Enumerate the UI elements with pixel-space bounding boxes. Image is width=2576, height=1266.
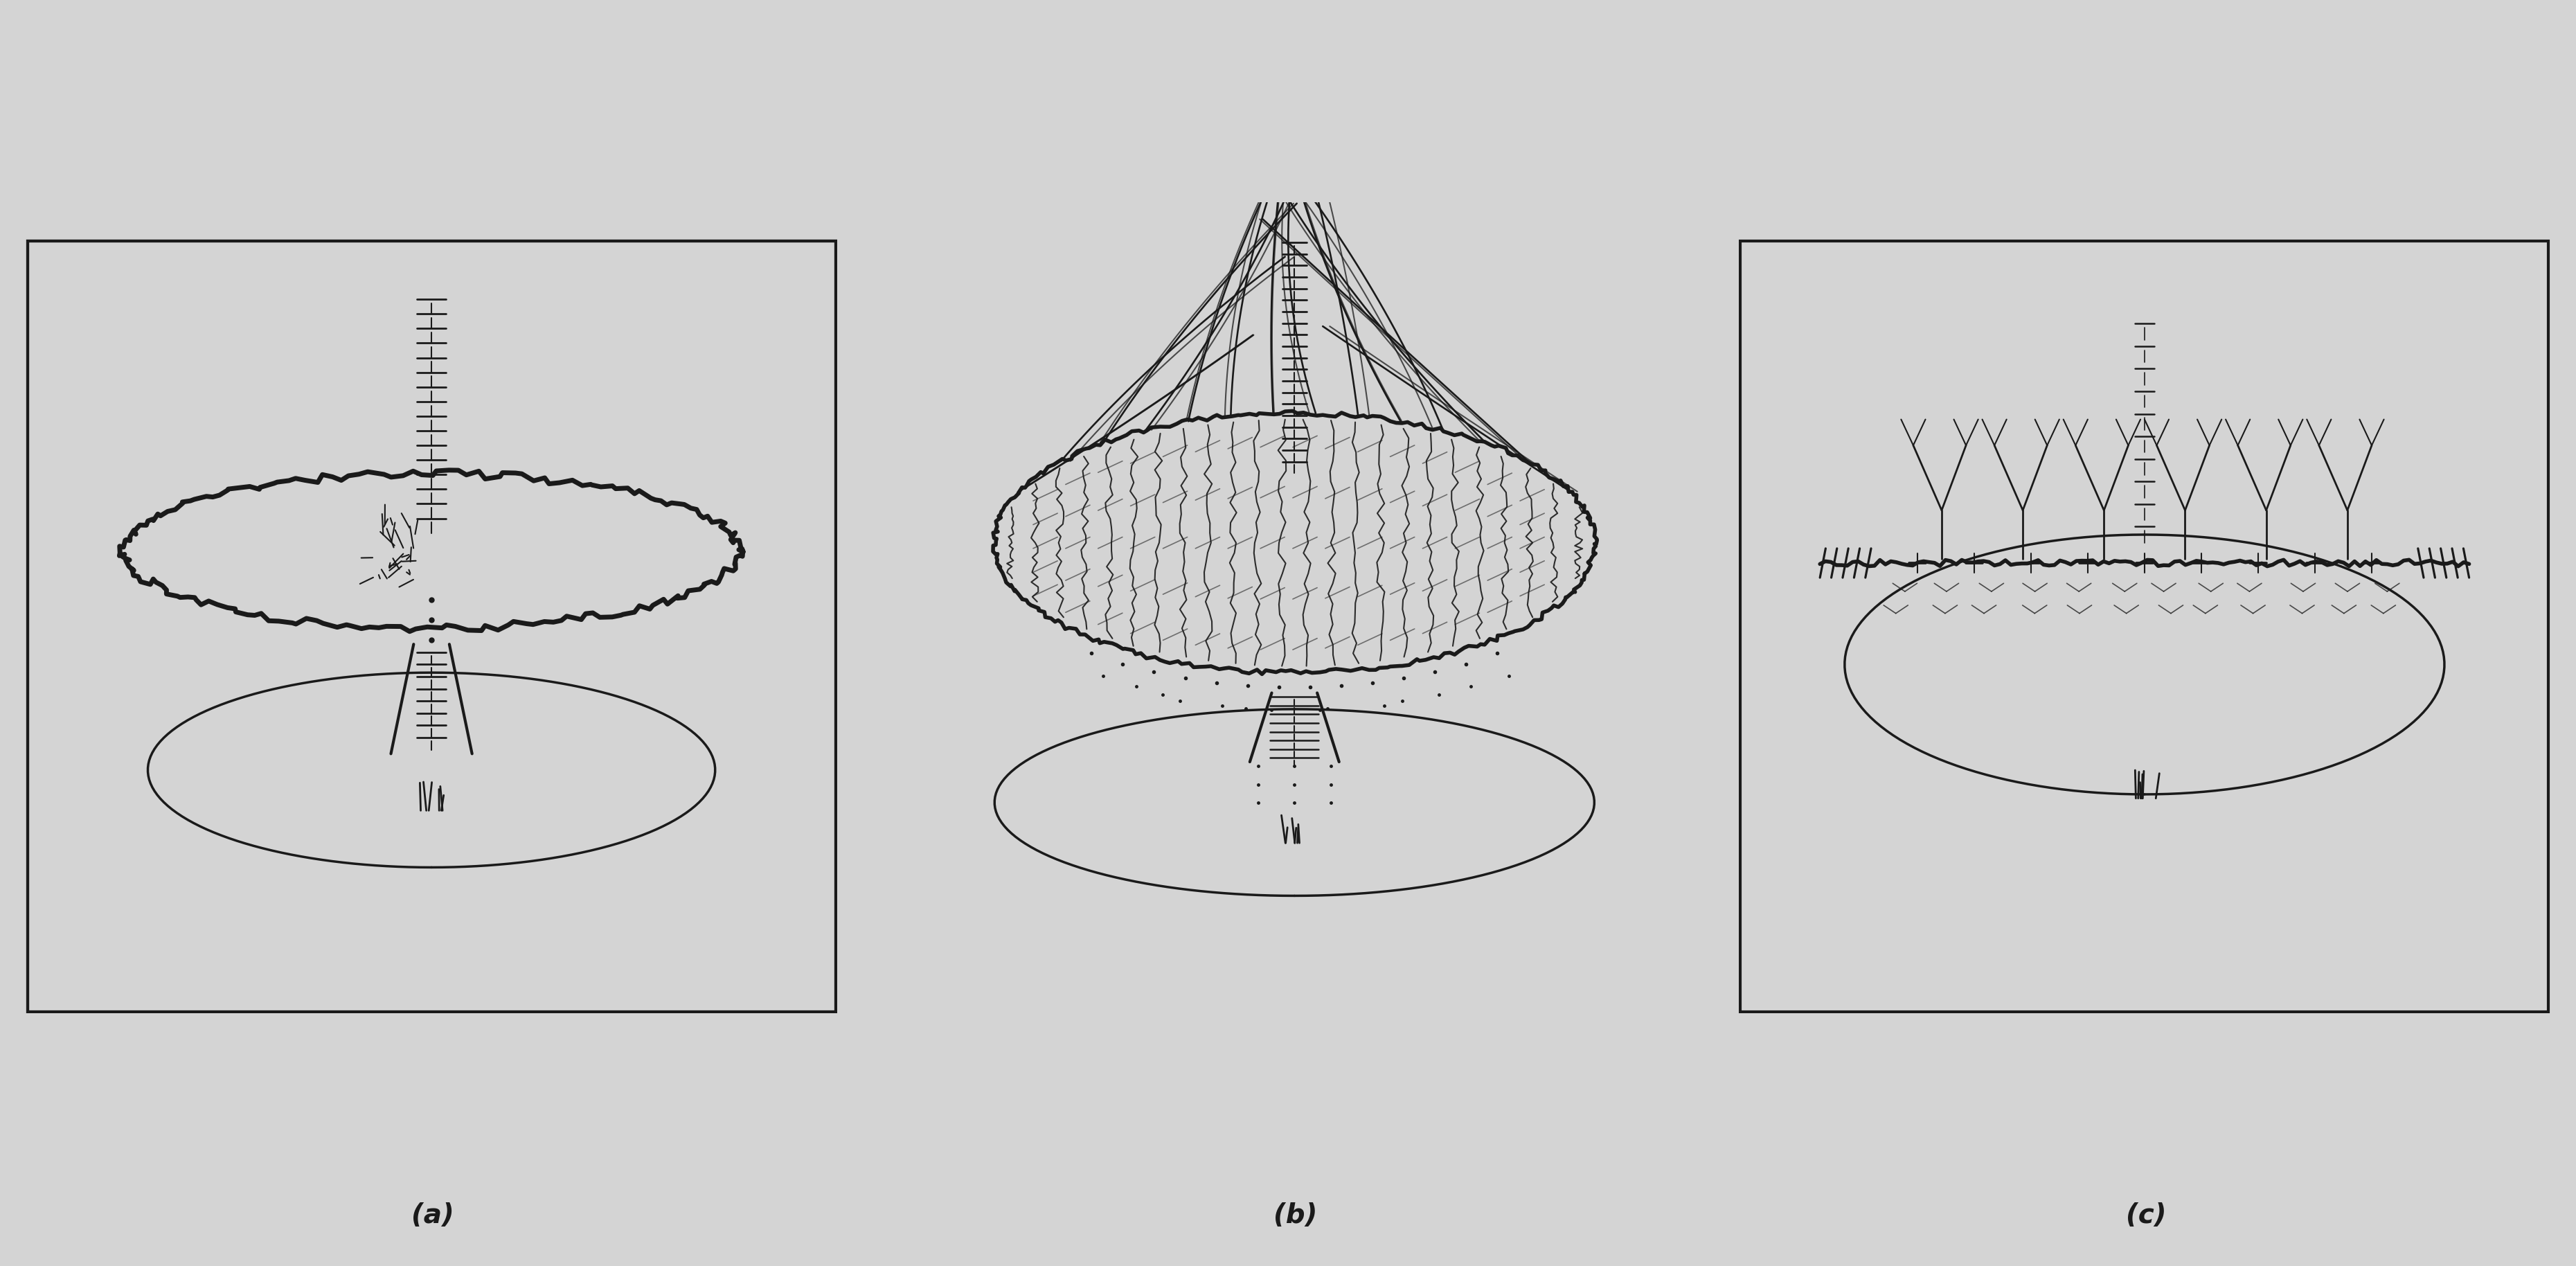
Text: (c): (c) [2125,1203,2166,1228]
Text: (a): (a) [412,1203,453,1228]
Text: (b): (b) [1273,1203,1319,1228]
